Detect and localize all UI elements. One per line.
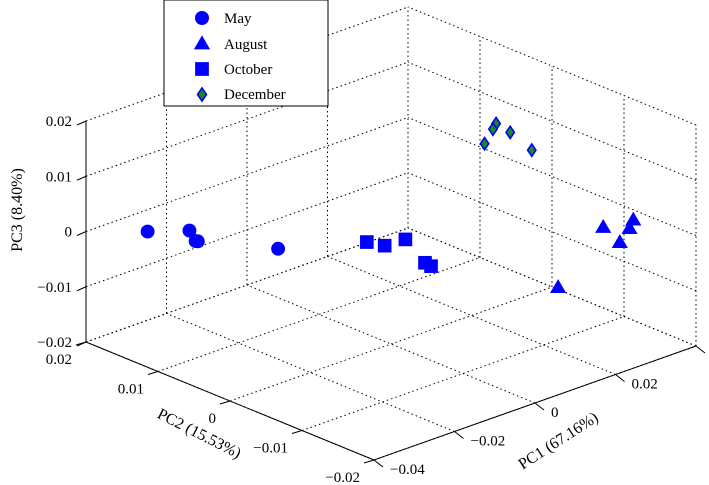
- floor-grid-y-3: [157, 257, 481, 372]
- z-axis-title: PC3 (8.40%): [9, 168, 26, 252]
- legend-marker-october: [195, 62, 209, 76]
- z-tick-label: 0: [65, 225, 73, 241]
- legend-marker-august: [193, 35, 211, 50]
- z-tick-4: [76, 120, 87, 126]
- legend-label-october: October: [224, 62, 272, 78]
- y-tick-3: [147, 371, 159, 375]
- y-tick-label: 0: [209, 411, 217, 427]
- wall-x-grid-z-2: [407, 117, 697, 236]
- point-august: [621, 220, 638, 235]
- z-tick-3: [76, 175, 87, 181]
- legend-marker-december: [196, 86, 208, 103]
- z-tick-label: 0.02: [46, 114, 72, 130]
- wall-y-grid-z-1: [85, 172, 409, 288]
- y-tick-label: −0.02: [325, 470, 360, 485]
- y-tick-label: 0.01: [118, 382, 144, 398]
- grid-layer: [85, 6, 697, 461]
- x-tick-1: [454, 431, 464, 439]
- x-tick-label: 0: [551, 405, 559, 421]
- point-august: [625, 211, 642, 226]
- floor-grid-y-2: [229, 286, 553, 402]
- z-tick-2: [76, 231, 87, 236]
- point-october: [377, 238, 392, 253]
- x-tick-label: 0.02: [632, 377, 658, 393]
- point-october: [360, 235, 374, 249]
- point-october: [398, 232, 413, 247]
- y-tick-label: 0.02: [46, 352, 72, 368]
- floor-grid-x-3: [327, 256, 616, 375]
- z-tick-label: −0.02: [37, 335, 72, 351]
- wall-y-grid-z-0: [85, 227, 409, 343]
- point-august: [595, 218, 612, 233]
- z-tick-1: [76, 286, 87, 292]
- z-tick-label: −0.01: [37, 280, 72, 296]
- point-may: [182, 223, 197, 238]
- point-may: [140, 224, 155, 239]
- y-tick-label: −0.01: [253, 441, 288, 457]
- y-tick-0: [363, 459, 375, 464]
- z-tick-0: [76, 341, 87, 347]
- floor-grid-y-1: [301, 316, 625, 431]
- wall-y-grid-z-2: [85, 117, 409, 232]
- point-august: [550, 279, 567, 294]
- x-tick-label: −0.04: [390, 462, 425, 478]
- y-axis-title: PC2 (15.53%): [154, 406, 243, 463]
- z-tick-label: 0.01: [46, 169, 72, 185]
- point-august: [611, 234, 628, 248]
- legend: May August October December: [163, 0, 329, 107]
- y-tick-2: [219, 400, 231, 405]
- legend-label-december: December: [224, 87, 286, 103]
- x-axis-title: PC1 (67.16%): [516, 409, 602, 473]
- x-tick-0: [373, 459, 384, 468]
- point-december: [479, 136, 490, 152]
- point-december: [487, 121, 499, 137]
- point-may: [271, 241, 286, 256]
- point-december: [505, 124, 516, 140]
- legend-marker-may: [195, 11, 209, 25]
- x-tick-label: −0.02: [471, 434, 506, 450]
- wall-y-grid-z-4: [85, 6, 409, 122]
- x-tick-3: [615, 374, 625, 382]
- point-layer: [140, 115, 642, 294]
- point-may: [188, 234, 203, 249]
- x-tick-4: [695, 345, 706, 354]
- wall-y-grid-z-3: [85, 61, 409, 177]
- point-december: [526, 142, 537, 158]
- legend-label-may: May: [224, 11, 252, 27]
- axis-layer: −0.04−0.0200.020.04−0.02−0.0100.010.02−0…: [37, 114, 706, 485]
- x-tick-2: [534, 402, 545, 411]
- legend-label-august: August: [224, 37, 268, 53]
- floor-grid-x-2: [246, 284, 536, 404]
- legend-box: [163, 0, 329, 107]
- y-tick-1: [291, 430, 303, 434]
- point-october: [424, 259, 438, 273]
- legend-symbols: [193, 11, 211, 103]
